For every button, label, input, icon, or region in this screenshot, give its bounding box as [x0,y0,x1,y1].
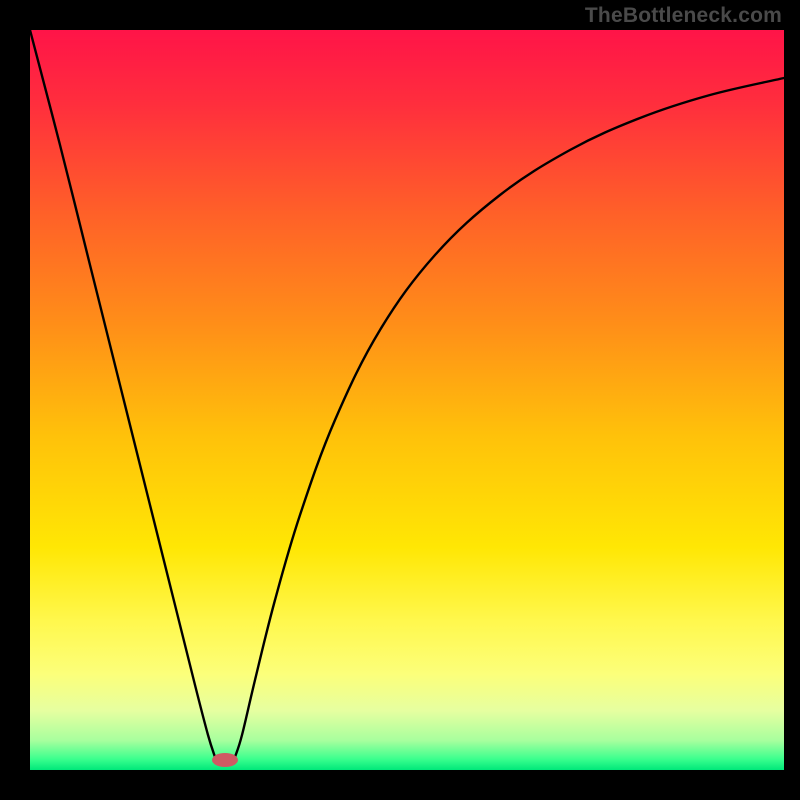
bottleneck-chart [0,0,800,800]
chart-svg [0,0,800,800]
plot-background [30,30,784,770]
minimum-marker [212,753,238,767]
watermark-text: TheBottleneck.com [585,4,782,28]
